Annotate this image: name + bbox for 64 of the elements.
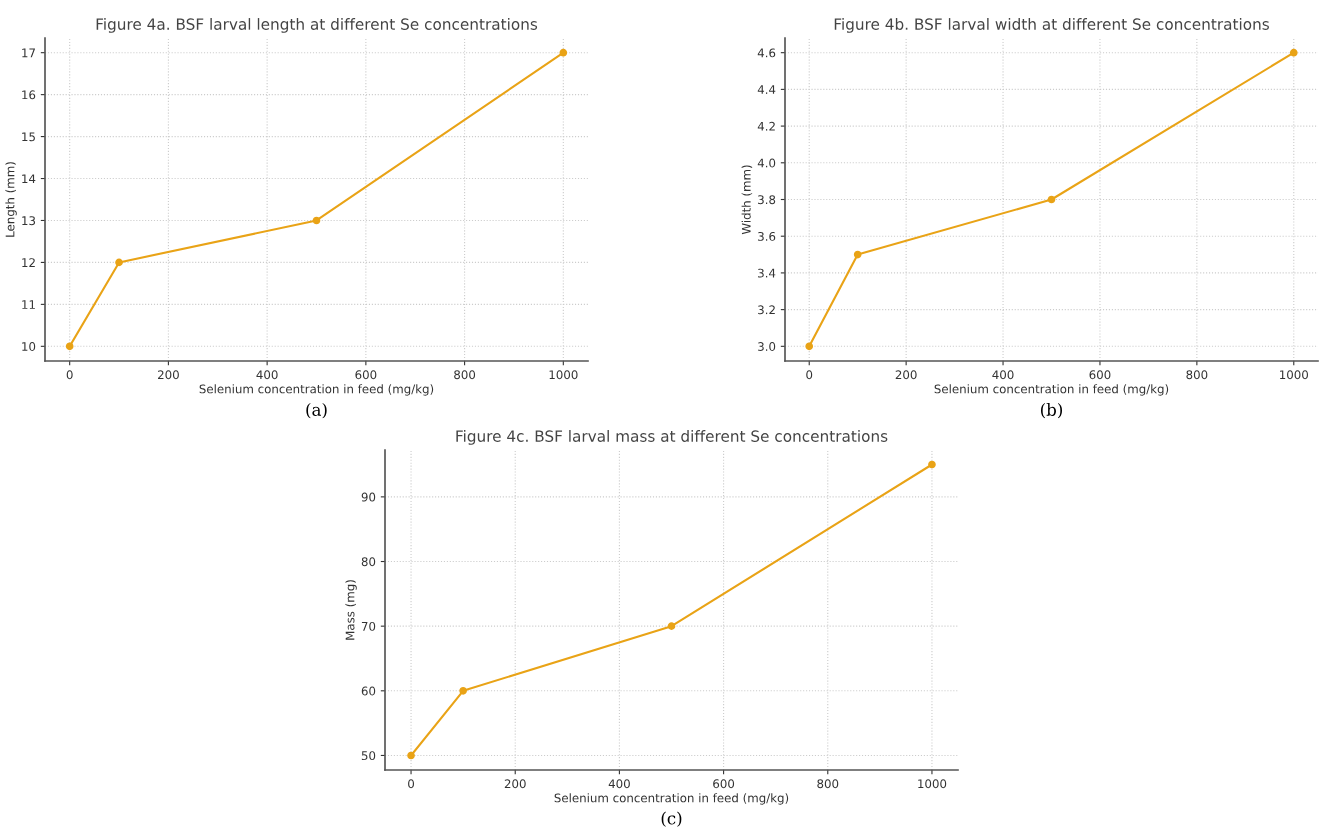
point xyxy=(805,342,814,351)
x-tick-label: 600 xyxy=(355,370,377,380)
chart-title: Figure 4a. BSF larval length at different Se concentrations xyxy=(96,18,538,33)
x-tick-label: 1000 xyxy=(1280,370,1309,380)
y-tick-label: 3.0 xyxy=(758,342,776,351)
text: (b) xyxy=(1040,402,1063,419)
y-tick-label: 4.2 xyxy=(757,121,775,131)
point xyxy=(667,622,676,630)
point xyxy=(1047,195,1056,204)
x-tick-label: 600 xyxy=(713,779,735,789)
point xyxy=(312,216,321,225)
x-tick-label: 600 xyxy=(1089,370,1111,380)
y-tick-label: 12 xyxy=(22,258,35,267)
y-tick-label: 16 xyxy=(22,90,36,100)
y-tick-label: 10 xyxy=(22,342,36,351)
y-tick-label: 50 xyxy=(361,751,376,761)
y-tick-label: 17 xyxy=(22,48,35,58)
point xyxy=(459,686,467,695)
x-axis-title: Selenium concentration in feed (mg/kg) xyxy=(199,384,434,396)
y-tick-label: 13 xyxy=(22,216,36,226)
y-tick-label: 80 xyxy=(361,557,376,567)
x-tick-label: 400 xyxy=(608,779,630,789)
y-tick-label: 60 xyxy=(361,686,376,696)
y-tick-label: 3.2 xyxy=(758,305,775,315)
y-tick-label: 3.6 xyxy=(758,231,776,241)
y-axis-title: Mass (mg) xyxy=(345,580,357,640)
point xyxy=(65,342,74,351)
x-axis-title: Selenium concentration in feed (mg/kg) xyxy=(934,384,1169,396)
x-tick-label: 200 xyxy=(895,370,917,380)
y-tick-label: 3.4 xyxy=(758,268,776,278)
y-tick-label: 15 xyxy=(22,132,35,142)
point xyxy=(928,460,936,469)
x-tick-label: 400 xyxy=(256,370,278,380)
x-tick-label: 1000 xyxy=(918,779,947,789)
point xyxy=(407,751,415,760)
x-tick-label: 800 xyxy=(817,779,839,789)
chart-title: Figure 4b. BSF larval width at different Se concentrations xyxy=(834,18,1269,33)
y-tick-label: 4.6 xyxy=(757,48,776,58)
point xyxy=(559,48,568,57)
y-tick-label: 70 xyxy=(361,621,376,631)
text: (a) xyxy=(306,402,327,419)
x-tick-label: 200 xyxy=(504,779,526,789)
y-tick-label: 3.8 xyxy=(758,195,776,205)
x-tick-label: 0 xyxy=(66,370,73,380)
y-axis-title: Length (mm) xyxy=(5,162,17,237)
y-tick-label: 4.4 xyxy=(757,85,776,94)
text: (c) xyxy=(661,811,682,827)
x-tick-label: 800 xyxy=(1186,370,1208,380)
x-axis-title: Selenium concentration in feed (mg/kg) xyxy=(554,793,789,805)
x-tick-label: 0 xyxy=(806,370,813,380)
x-tick-label: 400 xyxy=(992,370,1014,380)
x-tick-label: 800 xyxy=(454,370,476,380)
y-tick-label: 14 xyxy=(22,174,36,184)
x-tick-label: 200 xyxy=(158,370,179,380)
chart-title: Figure 4c. BSF larval mass at different Se concentrations xyxy=(456,430,888,445)
y-tick-label: 11 xyxy=(22,300,35,309)
y-axis-title: Width (mm) xyxy=(741,165,753,235)
x-tick-label: 0 xyxy=(408,779,415,789)
y-tick-label: 90 xyxy=(361,492,376,502)
point xyxy=(1289,48,1298,57)
point xyxy=(853,250,862,259)
y-tick-label: 4.0 xyxy=(757,158,776,168)
x-tick-label: 1000 xyxy=(549,370,578,380)
point xyxy=(115,258,123,267)
